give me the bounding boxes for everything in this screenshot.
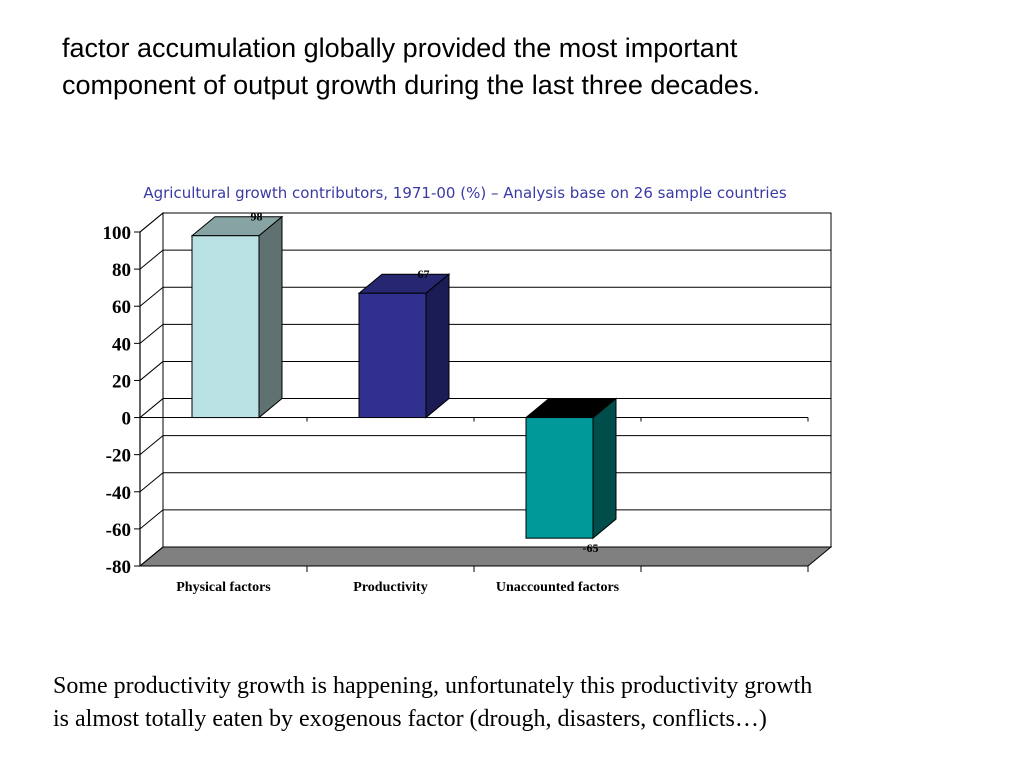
bar <box>524 397 618 540</box>
category-label: Physical factors <box>176 580 271 595</box>
y-tick-label: 60 <box>112 297 131 318</box>
chart-labels: 98 Physical factors 67 Productivity -65 Unacc… <box>176 210 619 595</box>
data-label: 98 <box>251 210 263 224</box>
chart-bars <box>190 215 618 540</box>
chart-title: Agricultural growth contributors, 1971-0… <box>143 184 786 202</box>
gridline-side <box>139 546 164 567</box>
bar-front <box>525 417 594 539</box>
y-tick-label: 20 <box>112 371 131 392</box>
bar-front <box>358 292 427 419</box>
y-tick-label: 100 <box>103 223 132 244</box>
y-tick-label: -40 <box>106 483 131 504</box>
gridline-side <box>139 472 164 493</box>
y-tick-label: -80 <box>106 557 131 578</box>
gridline-side <box>139 435 164 456</box>
slide-footer-text: Some productivity growth is happening, u… <box>53 670 1013 736</box>
gridline-side <box>139 398 164 418</box>
footer-line-1: Some productivity growth is happening, u… <box>53 673 813 699</box>
y-tick-label: -20 <box>106 446 131 467</box>
slide-heading: factor accumulation globally provided th… <box>62 30 962 104</box>
gridline-side <box>139 509 164 530</box>
category-label: Productivity <box>353 580 427 595</box>
gridline-side <box>139 323 164 344</box>
footer-line-2: is almost totally eaten by exogenous fac… <box>53 706 767 732</box>
bar-side <box>425 273 450 419</box>
y-axis: 100 80 60 40 20 0 -20 -40 -60 -80 <box>103 223 809 578</box>
gridline-side <box>139 249 164 270</box>
y-tick-label: 80 <box>112 260 131 281</box>
heading-line-2: component of output growth during the la… <box>62 70 760 100</box>
gridline-side <box>139 212 164 233</box>
bar-side <box>258 215 283 419</box>
gridline-side <box>139 286 164 307</box>
bar <box>190 215 284 419</box>
bar <box>357 273 451 419</box>
bar-front <box>191 235 260 419</box>
heading-line-1: factor accumulation globally provided th… <box>62 33 738 63</box>
y-tick-label: 40 <box>112 334 131 355</box>
y-tick-label: -60 <box>106 520 131 541</box>
category-label: Unaccounted factors <box>496 580 620 595</box>
data-label: 67 <box>418 267 430 281</box>
gridline-side <box>139 361 164 381</box>
data-label: -65 <box>583 541 599 555</box>
chart-floor <box>138 546 833 567</box>
bar-side <box>592 397 617 540</box>
y-tick-label: 0 <box>122 409 132 430</box>
